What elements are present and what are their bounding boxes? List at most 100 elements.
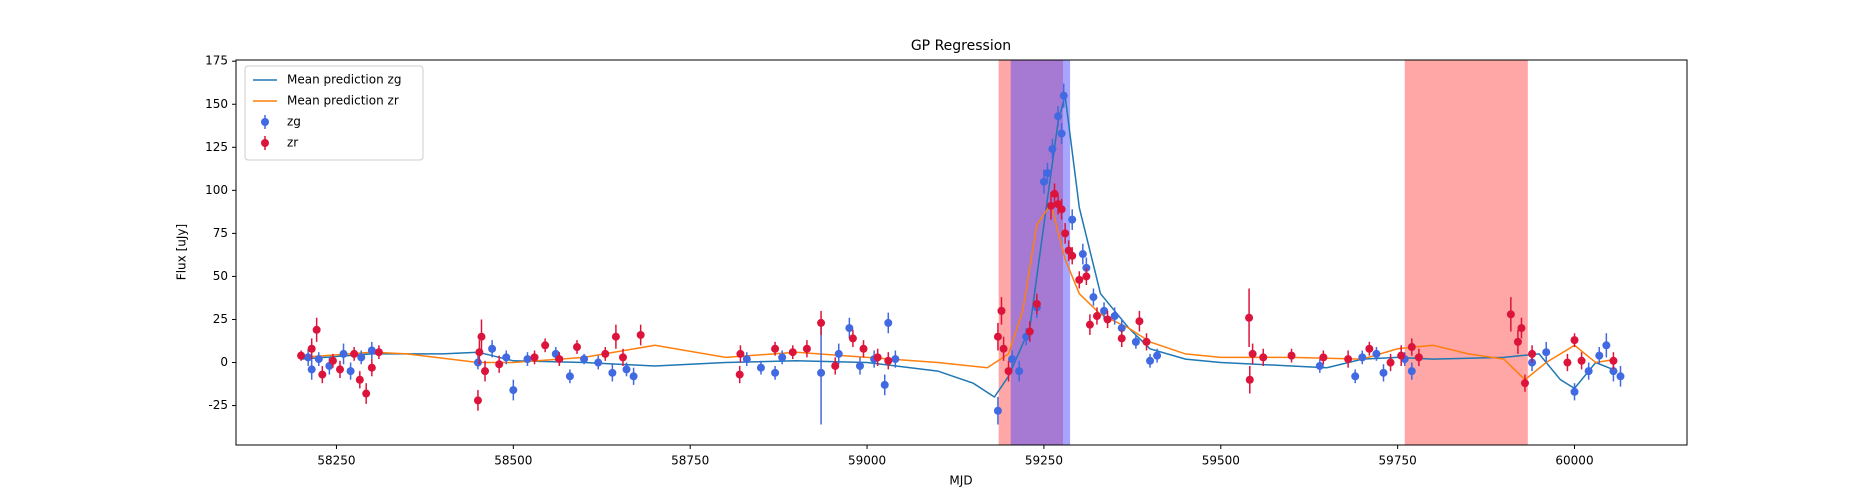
y-axis-label: Flux [uJy]	[175, 224, 189, 280]
data-point	[1397, 351, 1406, 360]
data-point	[312, 325, 321, 334]
data-point	[374, 348, 383, 357]
data-point	[1570, 387, 1579, 396]
data-point	[1372, 349, 1381, 358]
data-point	[834, 349, 843, 358]
data-point	[488, 344, 497, 353]
chart-title: GP Regression	[911, 38, 1011, 54]
data-point	[1386, 358, 1395, 367]
legend-swatch	[261, 139, 269, 147]
data-point	[509, 386, 518, 395]
data-point	[1075, 275, 1084, 284]
y-tick-label: 25	[213, 312, 228, 326]
data-point	[1032, 299, 1041, 308]
data-point	[848, 334, 857, 343]
data-point	[304, 353, 313, 362]
data-point	[891, 355, 900, 364]
data-point	[859, 344, 868, 353]
data-point	[572, 343, 581, 352]
data-point	[884, 356, 893, 365]
data-point	[1008, 355, 1017, 364]
data-point	[1057, 129, 1066, 138]
legend-label: Mean prediction zr	[287, 94, 399, 108]
y-tick-label: 100	[205, 183, 228, 197]
legend-label: zg	[287, 115, 301, 129]
data-point	[1117, 324, 1126, 333]
shaded-span	[1404, 60, 1528, 445]
data-point	[1595, 351, 1604, 360]
y-tick-label: 0	[220, 355, 228, 369]
data-point	[622, 365, 631, 374]
data-point	[1517, 324, 1526, 333]
data-point	[580, 355, 589, 364]
data-point	[1110, 312, 1119, 321]
y-tick-label: 150	[205, 97, 228, 111]
data-point	[1089, 293, 1098, 302]
data-point	[307, 365, 316, 374]
data-point	[1050, 189, 1059, 198]
data-point	[1563, 358, 1572, 367]
data-point	[817, 318, 826, 327]
legend-box	[244, 65, 424, 161]
data-point	[618, 353, 627, 362]
data-point	[742, 355, 751, 364]
data-point	[318, 370, 327, 379]
data-point	[735, 370, 744, 379]
x-tick-label: 58750	[671, 454, 709, 468]
x-tick-label: 58250	[317, 454, 355, 468]
data-point	[1287, 351, 1296, 360]
data-point	[565, 372, 574, 381]
data-point	[1407, 343, 1416, 352]
data-point	[1068, 251, 1077, 260]
y-tick-label: 175	[205, 54, 228, 68]
y-tick-label: 75	[213, 226, 228, 240]
data-point	[1135, 317, 1144, 326]
data-point	[555, 355, 564, 364]
data-point	[1414, 353, 1423, 362]
data-point	[362, 389, 371, 398]
data-point	[1146, 356, 1155, 365]
data-point	[1245, 313, 1254, 322]
data-point	[346, 367, 355, 376]
data-point	[1584, 367, 1593, 376]
data-point	[1365, 344, 1374, 353]
data-point	[1358, 353, 1367, 362]
data-point	[350, 349, 359, 358]
data-point	[1117, 334, 1126, 343]
data-point	[873, 353, 882, 362]
legend-label: zr	[287, 136, 298, 150]
data-point	[1153, 351, 1162, 360]
data-point	[314, 355, 323, 364]
data-point	[335, 365, 344, 374]
data-point	[771, 344, 780, 353]
data-point	[367, 346, 376, 355]
data-point	[297, 351, 306, 360]
data-point	[880, 380, 889, 389]
data-point	[1082, 272, 1091, 281]
data-point	[339, 349, 348, 358]
data-point	[1319, 353, 1328, 362]
y-tick-label: -25	[208, 398, 228, 412]
data-point	[771, 368, 780, 377]
data-point	[541, 341, 550, 350]
data-point	[608, 368, 617, 377]
data-point	[1054, 112, 1063, 121]
data-point	[481, 367, 490, 376]
data-point	[594, 358, 603, 367]
data-point	[1259, 353, 1268, 362]
data-point	[1103, 315, 1112, 324]
data-point	[1344, 355, 1353, 364]
data-point	[1043, 169, 1052, 178]
data-point	[355, 375, 364, 384]
data-point	[1513, 337, 1522, 346]
data-point	[1570, 336, 1579, 345]
data-point	[1085, 320, 1094, 329]
data-point	[1407, 367, 1416, 376]
x-tick-label: 59250	[1025, 454, 1063, 468]
data-point	[1046, 201, 1055, 210]
data-point	[1520, 379, 1529, 388]
legend-label: Mean prediction zg	[287, 73, 401, 87]
data-point	[1142, 337, 1151, 346]
data-point	[1248, 349, 1257, 358]
